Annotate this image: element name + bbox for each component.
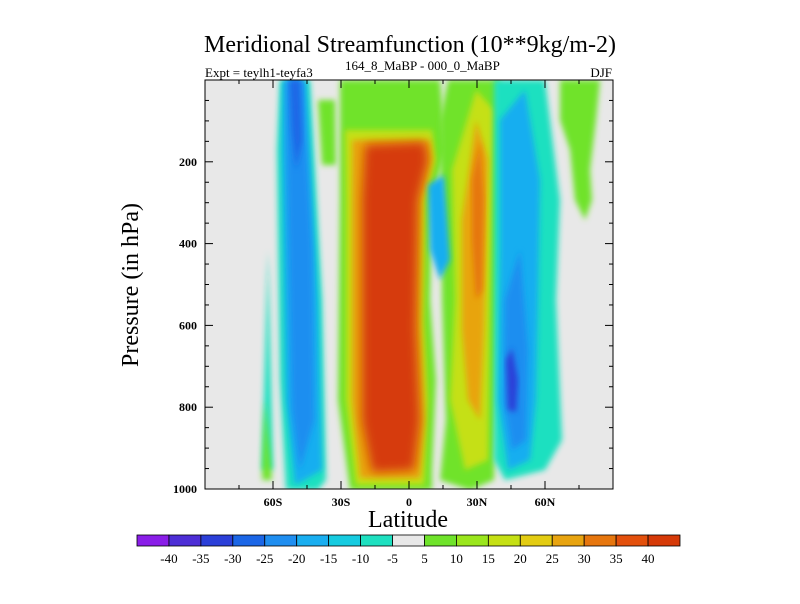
colorbar-label: -25 — [256, 551, 273, 566]
x-axis-label: Latitude — [368, 507, 448, 533]
chart-subtitle-left: Expt = teylh1-teyfa3 — [205, 65, 313, 80]
colorbar-label: 10 — [450, 551, 463, 566]
plot-area — [205, 80, 613, 489]
colorbar-swatch — [296, 534, 330, 547]
colorbar-swatch — [424, 534, 457, 547]
colorbar-swatch — [583, 534, 617, 547]
y-tick-label: 1000 — [173, 482, 197, 496]
colorbar-label: -5 — [387, 551, 398, 566]
colorbar-label: -10 — [352, 551, 369, 566]
x-axis: 60S 30S 0 30N 60N — [238, 80, 580, 509]
colorbar-swatch — [392, 534, 425, 547]
x-tick-label: 30S — [332, 495, 351, 509]
chart-subtitle-super: 164_8_MaBP - 000_0_MaBP — [345, 58, 500, 73]
colorbar-swatch — [456, 534, 489, 547]
x-tick-label: 0 — [406, 495, 412, 509]
colorbar-label: 30 — [578, 551, 591, 566]
contour-north-red — [472, 140, 484, 300]
y-tick-label: 200 — [179, 155, 197, 169]
colorbar-label: 20 — [514, 551, 527, 566]
contour-north-darkblue — [506, 348, 518, 412]
colorbar-label: -20 — [288, 551, 305, 566]
colorbar-label: -30 — [224, 551, 241, 566]
colorbar: -40 -35 -30 -25 -20 -15 -10 -5 5 10 15 20 25 30 35 40 — [136, 534, 681, 566]
contour-center-red — [362, 142, 428, 472]
colorbar-swatch — [647, 534, 681, 547]
colorbar-label: -15 — [320, 551, 337, 566]
colorbar-swatch — [360, 534, 393, 547]
colorbar-label: 40 — [642, 551, 655, 566]
y-tick-label: 800 — [179, 400, 197, 414]
colorbar-label: 15 — [482, 551, 495, 566]
chart-title: Meridional Streamfunction (10**9kg/m-2) — [204, 32, 616, 58]
y-tick-label: 400 — [179, 237, 197, 251]
contour-green-left — [262, 100, 336, 480]
colorbar-swatch — [519, 534, 553, 547]
colorbar-swatch — [328, 534, 361, 547]
colorbar-swatch — [232, 534, 266, 547]
colorbar-swatch — [200, 534, 234, 547]
colorbar-label: 35 — [610, 551, 623, 566]
contour-far-north-green — [560, 80, 600, 220]
colorbar-swatch — [168, 534, 202, 547]
colorbar-swatch — [264, 534, 298, 547]
x-tick-label: 60N — [535, 495, 556, 509]
colorbar-label: -40 — [160, 551, 177, 566]
colorbar-label: 25 — [546, 551, 559, 566]
contour-south-darkblue — [290, 80, 302, 170]
contour-small-negative — [428, 175, 450, 280]
colorbar-label: 5 — [421, 551, 428, 566]
colorbar-swatch — [615, 534, 649, 547]
chart-subtitle-right: DJF — [590, 65, 612, 80]
y-axis-label: Pressure (in hPa) — [118, 203, 144, 367]
colorbar-swatch — [136, 534, 170, 547]
colorbar-label: -35 — [192, 551, 209, 566]
colorbar-swatch — [551, 534, 585, 547]
contour-south-blue — [286, 80, 314, 470]
x-tick-label: 60S — [264, 495, 283, 509]
colorbar-swatch — [487, 534, 521, 547]
y-axis: 200 400 600 800 1000 — [173, 99, 613, 496]
y-tick-label: 600 — [179, 318, 197, 332]
x-tick-label: 30N — [467, 495, 488, 509]
